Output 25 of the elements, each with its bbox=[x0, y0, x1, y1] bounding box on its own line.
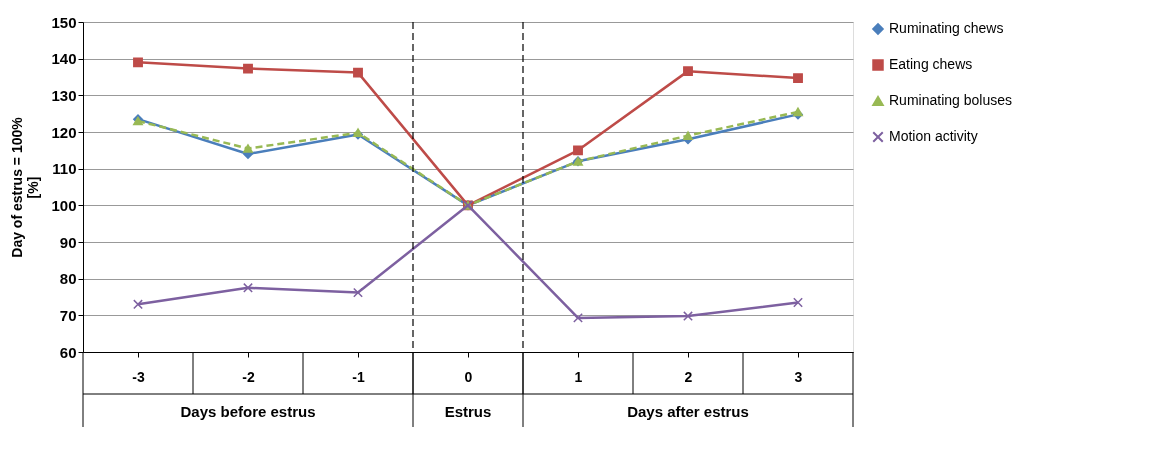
y-tick-label: 120 bbox=[51, 123, 77, 141]
x-tick-label: -1 bbox=[352, 368, 365, 385]
y-tick-label: 60 bbox=[59, 343, 77, 361]
text: Days after estrus bbox=[627, 403, 749, 420]
y-tick-label: 150 bbox=[51, 13, 77, 31]
legend-label: Ruminating boluses bbox=[889, 92, 1012, 108]
text: Days before estrus bbox=[180, 403, 316, 420]
x-tick-label: 3 bbox=[794, 368, 803, 385]
y-axis-title: Day of estrus = 100% [%] bbox=[9, 116, 42, 258]
y-tick-label: 90 bbox=[59, 233, 77, 251]
legend-label: Motion activity bbox=[889, 128, 978, 144]
legend-label: Eating chews bbox=[889, 56, 973, 72]
y-tick-label: 130 bbox=[51, 86, 77, 104]
x-tick-label: 2 bbox=[684, 368, 693, 385]
x-tick-label: 0 bbox=[464, 368, 473, 385]
x-tick-label: -3 bbox=[132, 368, 145, 385]
x-tick-label: -2 bbox=[242, 368, 255, 385]
y-tick-label: 140 bbox=[51, 50, 77, 68]
legend-label: Ruminating chews bbox=[889, 20, 1004, 36]
y-tick-label: 100 bbox=[51, 196, 77, 214]
x-tick-label: 1 bbox=[574, 368, 583, 385]
y-tick-label: 70 bbox=[59, 306, 77, 324]
text: Estrus bbox=[444, 403, 492, 420]
y-tick-label: 110 bbox=[52, 160, 77, 178]
y-tick-label: 80 bbox=[59, 270, 77, 288]
